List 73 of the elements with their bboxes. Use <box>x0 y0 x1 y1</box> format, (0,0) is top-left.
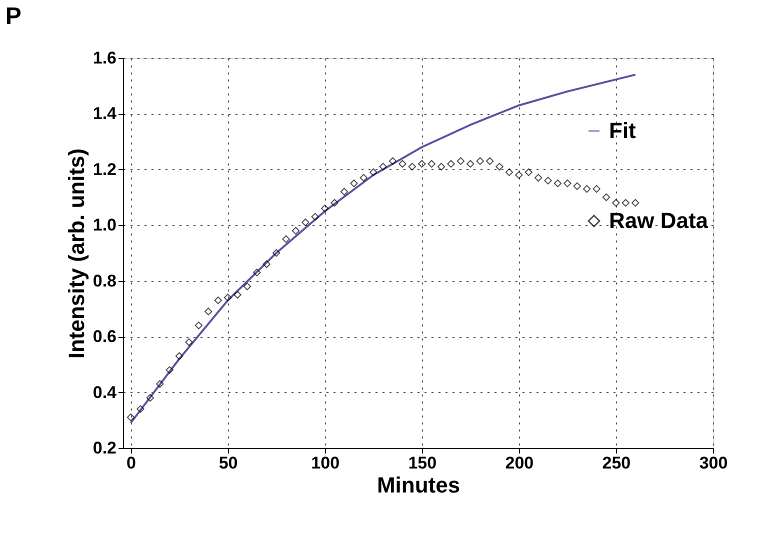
point <box>330 199 338 207</box>
legend-label: Raw Data <box>609 208 709 233</box>
point <box>524 168 532 176</box>
point <box>592 185 600 193</box>
legend-label: Fit <box>609 118 637 143</box>
point <box>544 176 552 184</box>
point <box>302 218 310 226</box>
point <box>398 160 406 168</box>
y-tick-label: 0.8 <box>92 271 116 290</box>
point <box>447 160 455 168</box>
point <box>156 380 164 388</box>
point <box>379 162 387 170</box>
x-axis-title: Minutes <box>376 472 460 498</box>
point <box>185 338 193 346</box>
point <box>408 162 416 170</box>
point <box>573 182 581 190</box>
point <box>320 204 329 212</box>
point <box>632 199 640 207</box>
point <box>456 157 465 165</box>
y-tick-label: 1.6 <box>92 48 116 68</box>
point <box>360 174 368 182</box>
point <box>388 157 397 165</box>
y-tick-label: 0.2 <box>92 438 116 458</box>
y-tick-label: 0.4 <box>92 382 118 402</box>
point <box>194 322 203 330</box>
point <box>466 160 474 168</box>
point <box>243 282 252 290</box>
point <box>476 157 484 165</box>
y-tick-label: 1.4 <box>92 104 118 124</box>
point <box>253 268 261 276</box>
point <box>564 180 572 188</box>
point <box>437 162 446 170</box>
point <box>311 212 319 221</box>
point <box>486 157 494 165</box>
x-tick-label: 200 <box>505 454 534 472</box>
point <box>224 294 232 302</box>
point <box>136 405 144 413</box>
y-tick-label: 1.2 <box>92 160 116 179</box>
point <box>282 235 290 243</box>
point <box>428 160 436 168</box>
point <box>534 174 542 182</box>
y-axis-title: Intensity (arb. units) <box>64 148 89 359</box>
point <box>214 296 222 304</box>
point <box>582 185 591 193</box>
point <box>602 193 610 202</box>
x-tick-label: 300 <box>699 454 728 472</box>
y-tick-label: 1.0 <box>92 216 116 235</box>
point <box>350 180 358 188</box>
x-tick-label: 150 <box>408 454 437 472</box>
point <box>204 308 212 316</box>
x-tick-label: 0 <box>126 454 136 472</box>
point <box>554 180 562 188</box>
chart-title: P <box>5 3 22 30</box>
y-tick-label: 0.6 <box>92 327 116 346</box>
x-tick-label: 50 <box>218 454 238 472</box>
point <box>292 226 300 235</box>
point <box>126 414 135 422</box>
x-tick-label: 100 <box>311 454 340 472</box>
point <box>175 352 184 360</box>
point <box>496 162 504 170</box>
point <box>146 394 154 402</box>
point <box>370 168 378 176</box>
point <box>418 160 426 168</box>
point <box>622 199 630 207</box>
point <box>262 260 270 268</box>
point <box>234 290 242 299</box>
point <box>272 249 280 257</box>
point <box>340 188 348 196</box>
point <box>505 168 514 176</box>
point <box>166 366 174 374</box>
point <box>612 199 620 207</box>
point <box>515 171 523 179</box>
x-tick-label: 250 <box>602 454 631 472</box>
